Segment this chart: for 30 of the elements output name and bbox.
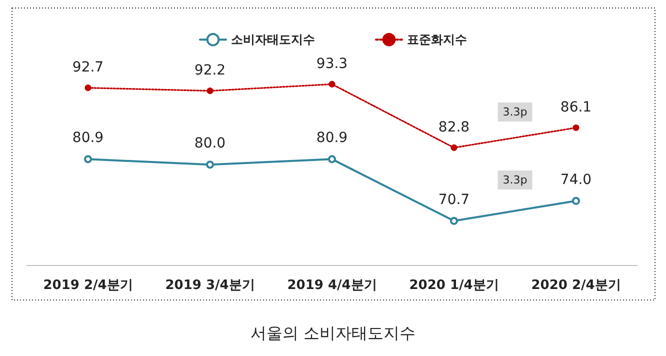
data-label: 74.0 bbox=[560, 172, 592, 188]
data-label: 80.9 bbox=[72, 130, 104, 146]
point bbox=[206, 160, 214, 169]
point bbox=[572, 196, 580, 205]
x-tick-label: 2020 2/4분기 bbox=[531, 278, 621, 293]
data-label: 82.8 bbox=[438, 119, 470, 136]
data-label: 70.7 bbox=[438, 192, 470, 208]
x-tick-label: 2020 1/4분기 bbox=[409, 278, 499, 293]
point bbox=[328, 155, 336, 164]
annotation: 3.3p bbox=[502, 174, 528, 186]
data-label: 86.1 bbox=[560, 99, 592, 116]
point bbox=[328, 80, 336, 88]
point bbox=[206, 88, 214, 94]
data-label: 80.9 bbox=[316, 130, 348, 146]
data-label: 93.3 bbox=[316, 56, 348, 72]
legend-label: 소비자태도지수 bbox=[231, 32, 315, 47]
x-tick-label: 2019 2/4분기 bbox=[43, 278, 133, 293]
point bbox=[572, 124, 580, 131]
x-tick-label: 2019 3/4분기 bbox=[165, 278, 255, 293]
point bbox=[450, 144, 458, 151]
point bbox=[84, 155, 92, 164]
legend-label: 표준화지수 bbox=[407, 32, 467, 47]
data-label: 92.2 bbox=[194, 62, 226, 79]
text: 서울의 소비자태도지수 bbox=[250, 324, 416, 342]
point bbox=[84, 84, 92, 92]
x-tick-label: 2019 4/4분기 bbox=[287, 278, 377, 293]
data-label: 92.7 bbox=[72, 60, 104, 76]
point bbox=[450, 216, 458, 225]
data-label: 80.0 bbox=[194, 136, 226, 152]
annotation: 3.3p bbox=[502, 106, 528, 118]
